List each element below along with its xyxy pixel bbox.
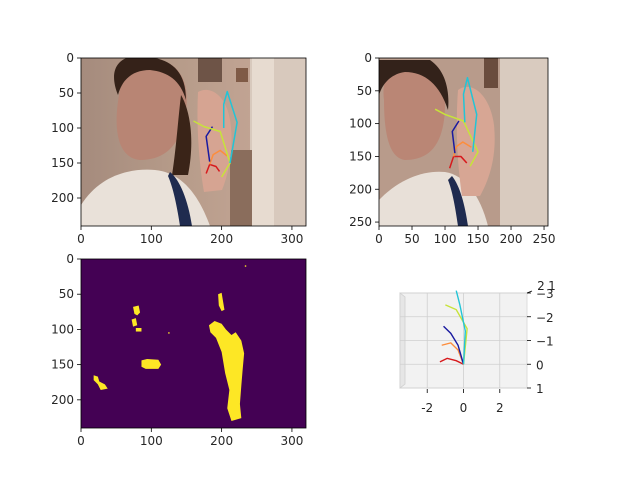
mask-blob [218, 292, 225, 312]
x-tick-label: 300 [280, 232, 303, 246]
x-tick-label: 0 [375, 232, 383, 246]
mask-blob [208, 320, 245, 421]
skeleton-3d-lines [439, 290, 468, 365]
mask-background [81, 259, 306, 428]
skeleton-overlay-top-right [434, 76, 479, 169]
skeleton-overlay-top-left [193, 90, 238, 178]
y-tick-label: −1 [536, 335, 554, 349]
y-tick-label: 200 [51, 191, 74, 205]
x-tick-label: 0 [77, 232, 85, 246]
skeleton-finger-line [462, 76, 478, 152]
mask-panel-bottom-left: 0 100 200 300 0 50 100 150 200 [51, 252, 307, 448]
skeleton-finger-line [208, 149, 228, 165]
x-tick-label: 200 [210, 434, 233, 448]
axes-frame [80, 57, 307, 227]
y-tick-label: 1 [536, 382, 544, 396]
y-tick-label: 150 [51, 156, 74, 170]
y-tick-label: 50 [59, 287, 74, 301]
mask-blob [93, 375, 108, 390]
mask-blob [244, 265, 247, 267]
y-tick-label: 200 [349, 182, 372, 196]
skeleton-3d-finger-line [443, 325, 465, 365]
x-tick-label: -2 [421, 401, 433, 415]
hand-crop-image [379, 58, 548, 226]
hand-photo-image [81, 58, 306, 226]
y-tick-label: −2 [536, 311, 554, 325]
axes-frame [80, 258, 307, 429]
x-tick-label: 0 [460, 401, 468, 415]
y-tick-label: 150 [349, 149, 372, 163]
x-tick-label: 200 [210, 232, 233, 246]
mask-blob [141, 358, 162, 369]
mask-blob [168, 332, 170, 334]
y-tick-label: 100 [349, 117, 372, 131]
skeleton-finger-line [205, 126, 214, 162]
x-tick-label: 0 [77, 434, 85, 448]
skeleton-finger-line [448, 155, 468, 169]
x-tick-label: 200 [500, 232, 523, 246]
skeleton-finger-line [434, 108, 479, 167]
ticks-bottom-left: 0 100 200 300 0 50 100 150 200 [51, 252, 303, 448]
skeleton-finger-line [451, 120, 460, 154]
z-tick [526, 290, 533, 294]
x-tick-label: 150 [467, 232, 490, 246]
skeleton-finger-line [222, 90, 238, 164]
ticks-top-left: 0 100 200 300 0 50 100 150 200 [51, 51, 303, 246]
y-tick-label: 100 [51, 121, 74, 135]
mask-blob [135, 328, 142, 332]
skeleton-3d-finger-line [445, 304, 468, 365]
x-tick-label: 2 [496, 401, 504, 415]
x-tick-label: 250 [533, 232, 556, 246]
x-tick-label: 100 [140, 434, 163, 448]
skeleton-finger-line [193, 120, 231, 178]
y-tick-label: 0 [536, 358, 544, 372]
skeleton-finger-line [205, 163, 221, 174]
y-tick-label: 50 [59, 86, 74, 100]
axes-frame [378, 57, 549, 227]
z-tick-label: 1 [548, 279, 556, 293]
photo-panel-top-left: 0 100 200 300 0 50 100 150 200 [51, 51, 307, 246]
mask-blob [131, 318, 138, 327]
mask-blob [133, 305, 141, 316]
y-tick-label: 0 [66, 51, 74, 65]
y-tick-label: 150 [51, 358, 74, 372]
y-tick-label: 50 [357, 84, 372, 98]
y-tick-label: 200 [51, 393, 74, 407]
mask-foreground [93, 265, 247, 421]
z-tick-label: 2 [537, 279, 545, 293]
skeleton-3d-finger-line [455, 290, 467, 365]
x-tick-label: 100 [140, 232, 163, 246]
y-tick-label: 0 [66, 252, 74, 266]
skeleton-3d-finger-line [439, 357, 464, 365]
x-tick-label: 300 [280, 434, 303, 448]
x-tick-label: 100 [434, 232, 457, 246]
x-tick-label: 50 [404, 232, 419, 246]
y-tick-label: 250 [349, 215, 372, 229]
y-tick-label: 0 [364, 51, 372, 65]
y-tick-label: −3 [536, 287, 554, 301]
y-tick-label: 100 [51, 322, 74, 336]
